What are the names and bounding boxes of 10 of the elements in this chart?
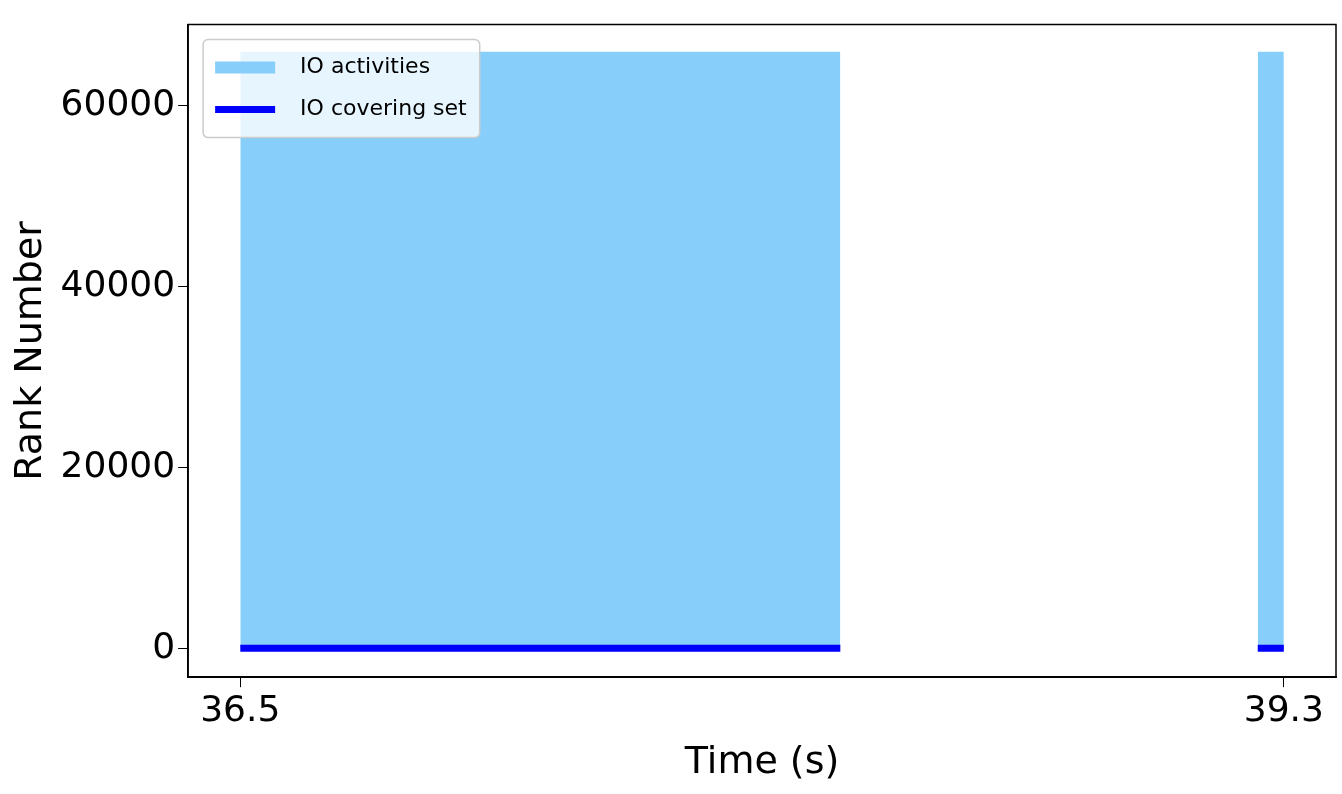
y-tick-label: 20000 bbox=[60, 443, 176, 485]
y-tick-label: 60000 bbox=[60, 82, 176, 124]
legend-label: IO activities bbox=[300, 53, 431, 79]
y-tick-label: 40000 bbox=[60, 263, 176, 305]
y-tick-label: 0 bbox=[152, 624, 176, 666]
legend-label: IO covering set bbox=[300, 95, 468, 121]
x-axis-title: Time (s) bbox=[683, 738, 840, 783]
x-tick-label: 39.3 bbox=[1243, 688, 1324, 730]
x-tick-label: 36.5 bbox=[200, 688, 281, 730]
y-axis-title: Rank Number bbox=[5, 220, 50, 481]
